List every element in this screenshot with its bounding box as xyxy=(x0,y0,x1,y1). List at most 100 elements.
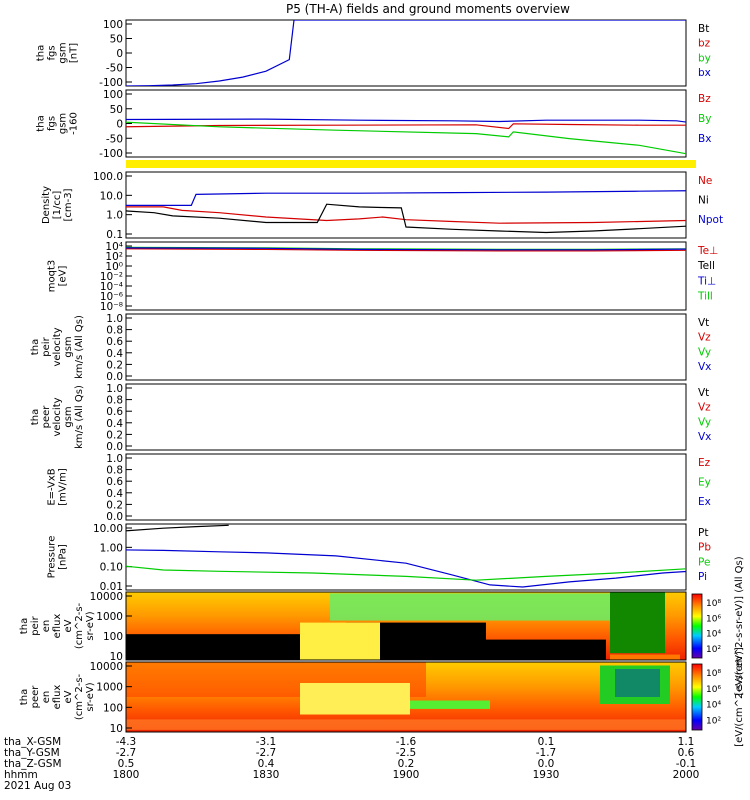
y-tick-label: -100 xyxy=(99,77,123,89)
spectrogram-band xyxy=(610,592,665,654)
y-tick-label: 0.8 xyxy=(106,325,123,337)
y-axis-label: tha xyxy=(30,339,41,355)
y-tick-label: 50 xyxy=(110,34,123,46)
y-tick-label: 1.00 xyxy=(100,542,123,554)
x-row-label: tha_X-GSM xyxy=(4,736,61,748)
colorbar xyxy=(691,663,703,731)
legend-entry: Vt xyxy=(698,317,709,329)
legend-entry: Vz xyxy=(698,332,711,344)
y-axis-label: sr-eV) xyxy=(85,682,96,711)
spectrogram-band xyxy=(610,654,680,660)
legend-entry: Npot xyxy=(698,214,723,226)
y-tick-label: 0.10 xyxy=(100,562,123,574)
y-axis-label: km/s (All Qs) xyxy=(74,385,85,449)
y-tick-label: 10⁻⁴ xyxy=(100,281,123,293)
y-tick-label: -50 xyxy=(106,133,123,145)
legend-entry: Ex xyxy=(698,496,711,508)
panel-peer_velocity: 1.00.80.60.40.20.0 tha peer velocity gsm km/s… xyxy=(30,383,711,453)
x-tick-label: 0.6 xyxy=(678,747,695,759)
legend-entry: Till xyxy=(697,291,713,303)
y-tick-label: 10⁴ xyxy=(105,241,123,253)
x-tick-label: -2.7 xyxy=(256,747,277,759)
spectrogram-band xyxy=(615,669,660,697)
y-axis-label: sr-eV) xyxy=(85,611,96,640)
colorbar-tick-label: 10⁴ xyxy=(706,630,721,640)
series-line-Te⊥ xyxy=(126,248,686,252)
y-tick-label: 10⁻² xyxy=(100,271,123,283)
panel-frame xyxy=(125,241,687,311)
y-tick-label: -50 xyxy=(106,63,123,75)
legend-entry: By xyxy=(698,113,711,125)
legend-entry: Vx xyxy=(698,431,711,443)
x-tick-label: 1.1 xyxy=(678,736,695,748)
y-axis-label: tha xyxy=(36,115,47,131)
x-tick-label: -1.6 xyxy=(396,736,417,748)
panel-frame xyxy=(125,19,687,87)
y-axis-label: [cm-3] xyxy=(63,188,74,221)
legend-entry: Vt xyxy=(698,387,709,399)
y-axis-label: E=-VxB xyxy=(47,468,58,505)
x-tick-label: 0.0 xyxy=(538,758,555,770)
y-axis-label: gsm xyxy=(58,113,69,134)
y-axis-label: (cm^2-s- xyxy=(74,602,85,649)
panel-peir_en_eflux: 10⁸ 10⁶ 10⁴ 10² [eV/(cm^2-s-sr-eV)] (All Qs)… xyxy=(19,556,745,695)
series-line-Ne xyxy=(126,206,686,224)
spectrogram-band xyxy=(300,683,410,715)
panel-frame xyxy=(125,661,687,733)
legend-entry: Tell xyxy=(697,260,715,272)
y-axis-label: moqt3 xyxy=(47,260,58,293)
y-tick-label: 50 xyxy=(110,104,123,116)
x-row-label: hhmm xyxy=(4,769,38,781)
x-row-label: tha_Y-GSM xyxy=(4,747,60,759)
y-tick-label: 0.01 xyxy=(100,581,123,593)
y-tick-label: 1000 xyxy=(96,682,123,694)
legend-entry: bz xyxy=(698,38,711,50)
y-tick-label: 100 xyxy=(103,89,123,101)
y-tick-label: 100 xyxy=(103,631,123,643)
series-line-Pi xyxy=(126,549,686,588)
panel-frame xyxy=(125,591,687,661)
y-axis-label: (cm^2-s- xyxy=(74,673,85,720)
legend-entry: Vy xyxy=(698,416,711,428)
y-axis-label: [nPa] xyxy=(58,544,69,570)
y-tick-label: 10000 xyxy=(90,661,123,673)
panel-fgs_dsl: 100 50 0 -50 -100 tha fgs gsm -160 Bz By Bx xyxy=(36,89,711,168)
y-axis-label: [1/cc] xyxy=(52,191,63,220)
legend-entry: Bt xyxy=(698,23,709,35)
y-axis-label: gsm xyxy=(63,336,74,357)
y-tick-label: 10 xyxy=(110,651,123,663)
y-axis-label: velocity xyxy=(52,327,63,366)
x-tick-label: 1830 xyxy=(253,769,280,781)
y-tick-label: 10000 xyxy=(90,591,123,603)
spectrogram-noflux-region xyxy=(486,639,606,660)
y-tick-label: 0.8 xyxy=(106,395,123,407)
panel-frame xyxy=(125,453,687,521)
series-line-Pe xyxy=(126,565,686,581)
y-tick-label: 0.4 xyxy=(106,418,123,430)
x-tick-label: 0.1 xyxy=(538,736,555,748)
colorbar-tick-label: 10⁶ xyxy=(706,614,721,624)
y-axis-label: gsm xyxy=(63,406,74,427)
y-tick-label: 10² xyxy=(105,251,123,263)
x-tick-label: -1.7 xyxy=(536,747,557,759)
y-tick-label: 0.2 xyxy=(106,429,123,441)
legend-entry: Te⊥ xyxy=(697,245,718,257)
series-line-Pt xyxy=(126,524,229,532)
y-axis-label: tha xyxy=(19,618,30,634)
x-tick-label: 0.5 xyxy=(118,758,135,770)
legend-entry: Bz xyxy=(698,93,711,105)
y-tick-label: 1.0 xyxy=(106,453,123,465)
legend-entry: Pe xyxy=(698,556,710,568)
x-tick-label: 1930 xyxy=(533,769,560,781)
y-axis-label: eflux xyxy=(52,685,63,710)
x-tick-label: 2000 xyxy=(673,769,700,781)
y-tick-label: 1000 xyxy=(96,611,123,623)
panel-frame xyxy=(125,171,687,239)
x-tick-label: 0.2 xyxy=(398,758,415,770)
colorbar-tick-label: 10⁴ xyxy=(706,701,721,711)
y-axis-label: fgs xyxy=(47,45,58,60)
y-tick-label: 0.2 xyxy=(106,359,123,371)
y-tick-label: 0.6 xyxy=(106,406,123,418)
y-tick-label: 10⁻⁸ xyxy=(100,301,123,313)
